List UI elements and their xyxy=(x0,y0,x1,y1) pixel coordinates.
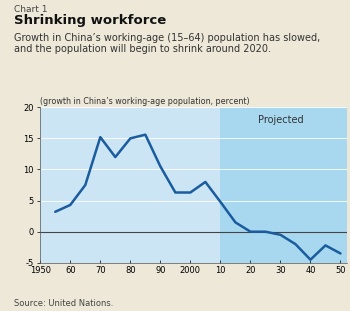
Bar xyxy=(220,107,346,263)
Text: and the population will begin to shrink around 2020.: and the population will begin to shrink … xyxy=(14,44,271,53)
Text: Projected: Projected xyxy=(258,115,303,125)
Text: Source: United Nations.: Source: United Nations. xyxy=(14,299,113,308)
Text: (growth in China’s working-age population, percent): (growth in China’s working-age populatio… xyxy=(40,97,250,106)
Text: Shrinking workforce: Shrinking workforce xyxy=(14,14,166,27)
Text: Chart 1: Chart 1 xyxy=(14,5,48,14)
Text: Growth in China’s working-age (15–64) population has slowed,: Growth in China’s working-age (15–64) po… xyxy=(14,33,320,43)
